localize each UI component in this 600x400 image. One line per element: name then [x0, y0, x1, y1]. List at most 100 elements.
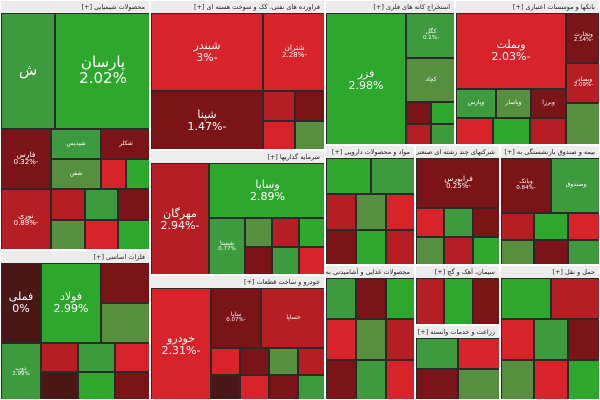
tile-filler[interactable]	[371, 158, 414, 194]
tile-filler[interactable]	[458, 338, 499, 369]
tile-vesaya[interactable]: وسایا 2.89%	[209, 163, 324, 218]
tile-filler[interactable]	[534, 213, 568, 240]
tile-filler[interactable]	[473, 208, 499, 237]
tile-nori[interactable]: نوری -0.89%	[1, 189, 51, 249]
tile-kechad[interactable]: کچاد	[406, 58, 454, 102]
tile-filler[interactable]	[269, 348, 298, 375]
sector-food-products[interactable]: محصولات غذایی و آشامیدنی به [+]	[325, 265, 415, 400]
tile-shebandar[interactable]: شبندر -3%	[151, 13, 263, 91]
tile-filler[interactable]	[240, 348, 269, 375]
tile-filler[interactable]	[211, 348, 240, 375]
tile-filler[interactable]	[501, 213, 534, 240]
tile-filler[interactable]	[566, 103, 599, 144]
sector-header[interactable]: فلزات اساسی [+]	[1, 251, 149, 263]
sector-metal-ores[interactable]: استخراج کانه های فلزی [+] فزر 2.98% کگل …	[325, 0, 455, 145]
tile-filler[interactable]	[356, 278, 386, 319]
tile-filler[interactable]	[41, 372, 78, 399]
tile-filler[interactable]	[386, 194, 414, 230]
tile-filler[interactable]	[272, 247, 299, 274]
sector-header[interactable]: استخراج کانه های فلزی [+]	[326, 1, 454, 13]
tile-shasta[interactable]: شستا 0.77%	[209, 218, 245, 274]
tile-foolad[interactable]: فولاد 2.99%	[41, 263, 101, 343]
sector-cement[interactable]: سیمان، آهک و گچ [+]	[415, 265, 500, 325]
tile-filler[interactable]	[386, 278, 414, 319]
tile-filler[interactable]	[245, 218, 272, 247]
tile-filler[interactable]	[115, 372, 149, 399]
tile-filler[interactable]	[272, 218, 299, 247]
tile-filler[interactable]	[356, 194, 386, 230]
tile-filler[interactable]	[295, 121, 324, 149]
tile-filler[interactable]	[386, 360, 414, 399]
sector-basic-metals[interactable]: فلزات اساسی [+] فملی 0% فولاد 2.99% ذوب …	[0, 250, 150, 400]
tile-filler[interactable]	[85, 189, 118, 220]
tile-shetran[interactable]: شتران -2.28%	[263, 13, 324, 91]
tile-filler[interactable]	[101, 263, 149, 303]
tile-filler[interactable]	[85, 220, 118, 249]
tile-filler[interactable]	[568, 240, 599, 264]
tile-filler[interactable]	[416, 237, 444, 264]
tile-filler[interactable]	[101, 159, 126, 189]
sector-header[interactable]: سرمایه گذاریها [+]	[151, 151, 324, 163]
sector-header[interactable]: محصولات شیمیایی [+]	[1, 1, 149, 13]
tile-filler[interactable]	[416, 338, 458, 369]
tile-filler[interactable]	[568, 319, 599, 360]
tile-filler[interactable]	[416, 208, 444, 237]
tile-filler[interactable]	[101, 303, 149, 343]
tile-vatejarat[interactable]: وتجارت -2.14%	[566, 13, 599, 63]
sector-petroleum[interactable]: فراورده های نفتی، کک و سوخت هسته ای [+] …	[150, 0, 325, 150]
tile-kegol[interactable]: کگل -0.1%	[406, 13, 454, 58]
tile-fameli[interactable]: فملی 0%	[1, 263, 41, 343]
tile-filler[interactable]	[211, 375, 240, 399]
tile-filler[interactable]	[534, 360, 568, 399]
tile-filler[interactable]	[115, 343, 149, 372]
tile-shafan[interactable]: شفن	[51, 159, 101, 189]
tile-shepna[interactable]: شپنا -1.47%	[151, 91, 263, 149]
tile-filler[interactable]	[431, 102, 454, 124]
tile-vapasar[interactable]: وپاسار	[496, 89, 531, 118]
tile-filler[interactable]	[326, 319, 356, 360]
tile-shpdis[interactable]: شپدیس	[51, 129, 101, 159]
tile-filler[interactable]	[568, 213, 599, 240]
tile-filler[interactable]	[299, 218, 324, 247]
tile-filler[interactable]	[473, 237, 499, 264]
tile-vapars[interactable]: وپارس	[456, 89, 496, 118]
tile-farabourse[interactable]: فرابورس -0.25%	[416, 158, 499, 208]
tile-filler[interactable]	[78, 343, 115, 372]
tile-filler[interactable]	[240, 375, 269, 399]
sector-header[interactable]: مواد و محصولات دارویی [+]	[326, 146, 414, 158]
tile-khodro[interactable]: خودرو -2.31%	[151, 288, 211, 399]
tile-filler[interactable]	[326, 194, 356, 230]
sector-investments[interactable]: سرمایه گذاریها [+] مهرگان -2.94% وسایا 2…	[150, 150, 325, 275]
tile-filler[interactable]	[356, 319, 386, 360]
sector-header[interactable]: شرکتهای چند رشته ای صنعتی [+]	[416, 146, 499, 158]
sector-header[interactable]: بیمه و صندوق بازنشستگی به [+]	[501, 146, 599, 158]
sector-banks[interactable]: بانکها و موسسات اعتباری [+] وبملت -2.03%…	[455, 0, 600, 145]
tile-sapa[interactable]: ساپا -0.07%	[211, 288, 261, 348]
tile-filler[interactable]	[78, 372, 115, 399]
tile-filler[interactable]	[298, 375, 324, 399]
tile-filler[interactable]	[118, 189, 149, 220]
tile-filler[interactable]	[444, 278, 473, 324]
tile-vasandogh[interactable]: وصندوق	[551, 158, 599, 213]
tile-filler[interactable]	[126, 159, 149, 189]
tile-filler[interactable]	[356, 230, 386, 264]
tile-filler[interactable]	[501, 319, 534, 360]
tile-fars[interactable]: فارس -0.32%	[1, 129, 51, 189]
sector-transport[interactable]: حمل و نقل [+]	[500, 265, 600, 400]
tile-filler[interactable]	[406, 124, 431, 144]
sector-header[interactable]: سیمان، آهک و گچ [+]	[416, 266, 499, 278]
tile-filler[interactable]	[245, 247, 272, 274]
tile-vabsader[interactable]: وبصادر -2.09%	[566, 63, 599, 103]
tile-khsapa[interactable]: خساپا	[261, 288, 324, 348]
tile-filler[interactable]	[456, 118, 493, 144]
tile-filler[interactable]	[299, 247, 324, 274]
tile-filler[interactable]	[551, 278, 599, 319]
tile-filler[interactable]	[493, 118, 530, 144]
tile-filler[interactable]	[416, 278, 444, 324]
sector-header[interactable]: حمل و نقل [+]	[501, 266, 599, 278]
tile-filler[interactable]	[326, 278, 356, 319]
sector-header[interactable]: زراعت و خدمات وابسته [+]	[416, 326, 499, 338]
sector-pharmaceuticals[interactable]: مواد و محصولات دارویی [+]	[325, 145, 415, 265]
tile-filler[interactable]	[326, 230, 356, 264]
sector-header[interactable]: خودرو و ساخت قطعات [+]	[151, 276, 324, 288]
